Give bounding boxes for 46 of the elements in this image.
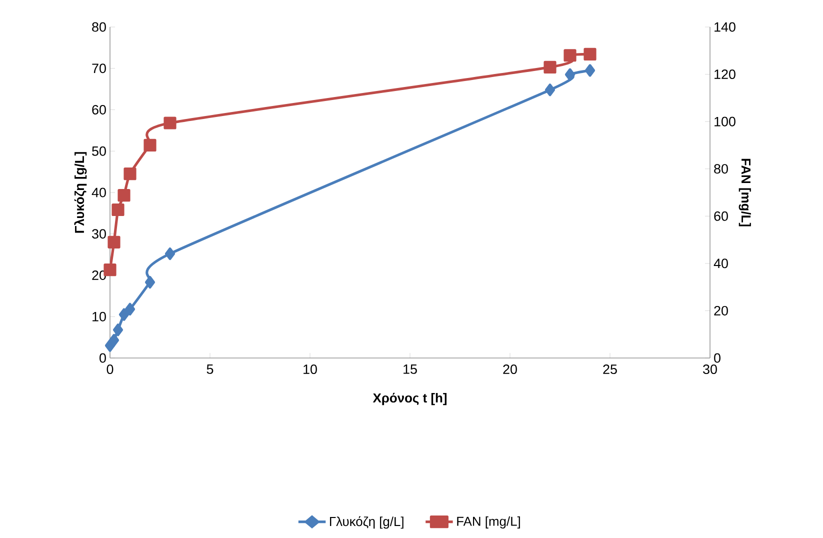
x-tick-label: 15: [404, 364, 417, 374]
x-tick-label: 5: [206, 364, 214, 374]
y2-tick-label: 40: [714, 258, 728, 268]
x-tick-label: 25: [603, 364, 617, 374]
point: [112, 324, 124, 336]
point: [544, 60, 556, 74]
y-tick-label: 50: [92, 146, 106, 156]
point: [108, 334, 120, 346]
y-axis-title: Γλυκόζη [g/L]: [74, 152, 87, 233]
y-tick-label: 80: [92, 22, 106, 32]
y-tick-label: 10: [92, 312, 106, 322]
point: [564, 49, 576, 62]
point: [584, 48, 596, 60]
point: [118, 308, 130, 321]
y2-tick-label: 120: [714, 70, 736, 80]
y2-tick-label: 80: [714, 164, 728, 174]
legend-label: Γλυκόζη [g/L]: [330, 516, 404, 529]
point: [164, 247, 176, 260]
point: [144, 276, 156, 289]
point: [124, 302, 136, 316]
point: [544, 84, 556, 96]
y-tick-label: 70: [92, 64, 106, 74]
y2-tick-label: 100: [714, 116, 736, 126]
x-tick-label: 0: [106, 364, 114, 374]
legend-label: FAN [mg/L]: [457, 516, 520, 528]
point: [112, 203, 124, 216]
x-axis-title: Χρόνος t [h]: [372, 392, 447, 406]
point: [124, 168, 136, 180]
y2-tick-label: 140: [714, 22, 736, 32]
point: [584, 64, 596, 77]
y-tick-label: 0: [100, 353, 106, 363]
y2-tick-label: 0: [714, 353, 720, 363]
x-tick-label: 20: [503, 364, 517, 374]
y2-tick-label: 60: [714, 211, 728, 221]
x-tick-label: 30: [703, 364, 717, 374]
point: [118, 189, 130, 202]
point: [108, 236, 120, 248]
point: [144, 138, 156, 152]
y2-tick-label: 20: [714, 306, 728, 316]
x-tick-label: 10: [304, 364, 317, 374]
y-tick-label: 60: [92, 104, 106, 114]
point: [564, 68, 576, 81]
y-tick-label: 30: [92, 229, 106, 239]
y2-axis-title: FAN [mg/L]: [738, 158, 751, 226]
point: [164, 116, 176, 130]
y-tick-label: 40: [92, 188, 106, 198]
